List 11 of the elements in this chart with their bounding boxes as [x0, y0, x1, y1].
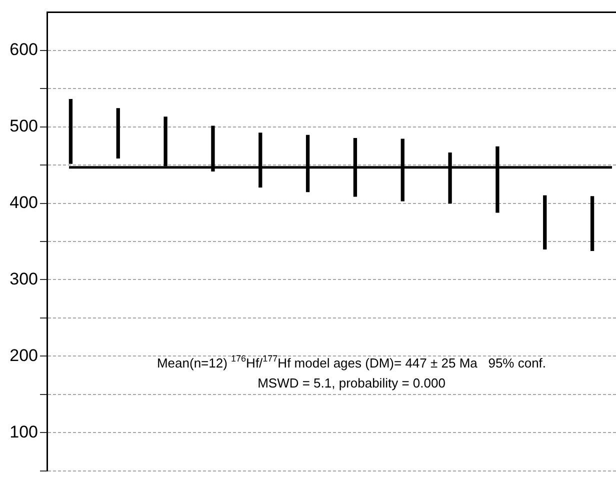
y-tick-label: 300: [10, 269, 38, 288]
bar: [68, 99, 73, 164]
y-tick-label: 200: [10, 346, 38, 365]
annotation: MSWD = 5.1, probability = 0.000: [258, 376, 446, 391]
y-tick-label: 500: [10, 116, 38, 136]
bar: [543, 195, 547, 250]
y-tick-label: 400: [10, 192, 38, 212]
y-tick-label: 100: [10, 422, 38, 442]
y-tick-label: 600: [10, 40, 38, 60]
bar: [590, 196, 594, 251]
bar: [116, 108, 120, 159]
